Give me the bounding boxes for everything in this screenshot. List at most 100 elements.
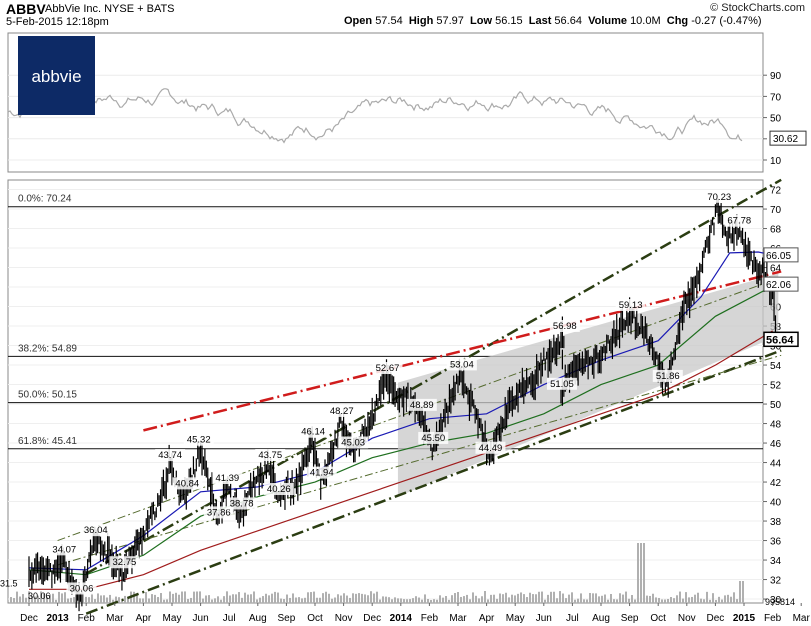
price-annotation: 45.32 <box>187 435 211 446</box>
volume-bar <box>676 595 678 603</box>
x-axis-label: Jul <box>566 613 579 624</box>
annotation-bg <box>109 556 140 569</box>
volume-bar <box>436 599 438 603</box>
volume-bar <box>43 593 45 603</box>
stockcharts-credit[interactable]: © StockCharts.com <box>710 2 805 14</box>
volume-bar <box>31 596 33 603</box>
annotation-bg <box>212 471 243 484</box>
annotation-bg <box>255 448 286 461</box>
rsi-tick-label: 70 <box>770 92 782 103</box>
volume-bar <box>340 595 342 603</box>
volume-bar <box>235 594 237 603</box>
resistance-line <box>143 270 782 432</box>
volume-bar <box>562 593 564 603</box>
volume-bar <box>271 593 273 603</box>
price-annotation: 41.94 <box>310 468 334 479</box>
price-annotation: 43.75 <box>258 450 282 461</box>
volume-bar <box>673 598 675 603</box>
price-tick-label: 70 <box>770 205 782 216</box>
volume-bar <box>418 597 420 603</box>
volume-bar <box>52 593 54 603</box>
volume-bar <box>46 596 48 603</box>
volume-bar <box>706 591 708 603</box>
x-axis-label: May <box>163 613 182 624</box>
annotation-bg <box>203 506 234 519</box>
price-annotation: 43.74 <box>158 450 182 461</box>
price-annotation: 51.05 <box>550 379 574 390</box>
volume-bar <box>40 591 42 603</box>
left-edge-label: 30.06 <box>28 591 51 601</box>
price-annotation: 41.39 <box>215 473 239 484</box>
volume-bar <box>181 591 183 603</box>
left-edge-label: 31.5 <box>0 578 18 588</box>
volume-bar <box>646 595 648 603</box>
volume-bar <box>250 594 252 603</box>
volume-bar <box>124 595 126 603</box>
rsi-last-value: 30.62 <box>773 134 798 145</box>
volume-bar <box>265 593 267 603</box>
volume-bar <box>253 591 255 603</box>
price-annotation: 51.86 <box>656 371 680 382</box>
volume-bar <box>82 592 84 603</box>
volume-bar <box>61 593 63 603</box>
volume-bar <box>427 599 429 603</box>
moving-average-line <box>28 285 773 576</box>
volume-bar <box>448 599 450 603</box>
price-tick-label: 40 <box>770 498 782 509</box>
volume-bar <box>154 594 156 603</box>
volume-bar <box>445 596 447 603</box>
volume-bar <box>487 599 489 603</box>
volume-bar <box>67 598 69 603</box>
volume-bar <box>157 597 159 603</box>
volume-bar <box>628 598 630 603</box>
volume-bar <box>286 594 288 603</box>
volume-scale-label: 995814 <box>765 597 795 607</box>
volume-bar <box>433 599 435 603</box>
volume-bar <box>301 598 303 603</box>
volume-bar <box>664 599 666 603</box>
right-value-label: 56.64 <box>766 334 794 346</box>
volume-bar <box>727 594 729 603</box>
price-tick-label: 38 <box>770 517 782 528</box>
volume-bar <box>523 594 525 603</box>
volume-bar <box>394 597 396 603</box>
volume-bar <box>505 592 507 603</box>
volume-bar <box>403 599 405 603</box>
volume-bar <box>511 594 513 603</box>
x-axis-label: Feb <box>78 613 96 624</box>
volume-bar <box>466 594 468 603</box>
channel-line <box>85 178 782 575</box>
rsi-line <box>7 88 743 144</box>
price-tick-label: 46 <box>770 439 782 450</box>
x-axis-label: Sep <box>621 613 639 624</box>
price-tick-label: 32 <box>770 576 782 587</box>
volume-bar <box>532 594 534 603</box>
chg-value: -0.27 (-0.47%) <box>691 15 762 27</box>
volume-bar <box>13 598 15 603</box>
volume-bar <box>451 595 453 603</box>
annotation-bg <box>338 436 369 449</box>
volume-bar <box>616 599 618 603</box>
x-axis-label: Oct <box>650 613 666 624</box>
rsi-tick-label: 90 <box>770 71 782 82</box>
volume-bar <box>508 597 510 603</box>
volume-bar <box>280 598 282 603</box>
price-annotation: 67.78 <box>727 216 751 227</box>
annotation-bg <box>724 214 755 227</box>
volume-bar <box>520 592 522 603</box>
price-tick-label: 44 <box>770 459 782 470</box>
volume-bar <box>172 593 174 603</box>
volume-bar <box>424 594 426 603</box>
volume-bar <box>442 597 444 603</box>
annotation-bg <box>546 377 577 390</box>
volume-bar <box>544 599 546 603</box>
price-tick-label: 72 <box>770 186 782 197</box>
x-axis-label: Sep <box>278 613 296 624</box>
volume-bar <box>343 593 345 603</box>
price-annotation: 38.78 <box>230 498 254 509</box>
volume-bar <box>484 591 486 603</box>
volume-bar <box>169 591 171 603</box>
volume-bar <box>709 599 711 603</box>
volume-bar <box>214 598 216 603</box>
